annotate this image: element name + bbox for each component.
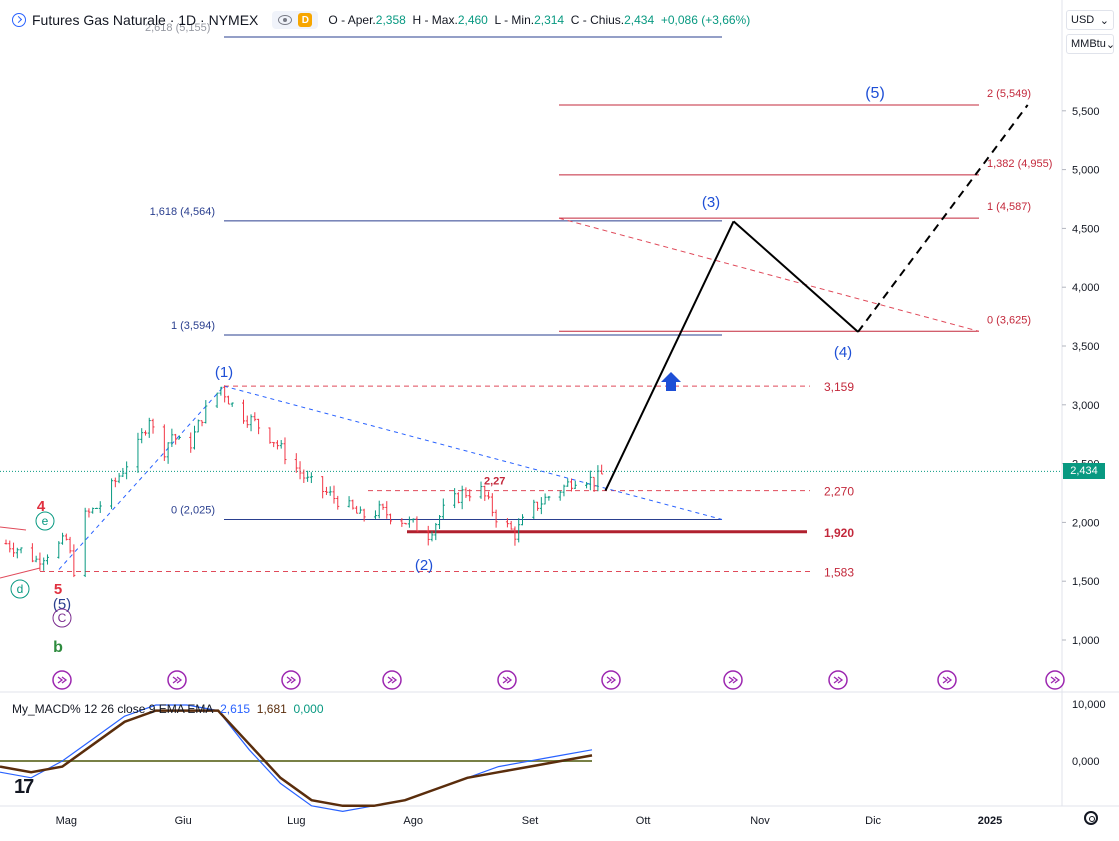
x-tick-label: Set (522, 815, 539, 827)
y-tick-label: 5,500 (1072, 106, 1100, 118)
gear-icon[interactable] (1084, 811, 1098, 825)
projection-leg (604, 220, 735, 492)
event-arrow-icon (1050, 676, 1061, 684)
wave-1-label: (1) (215, 364, 233, 381)
blue-trendline-up (58, 385, 225, 570)
x-tick-label: Ago (403, 815, 423, 827)
wave-5-red-label: 5 (54, 581, 62, 598)
fib-left-label: 1,618 (4,564) (150, 206, 215, 218)
macd-y-tick-label: 0,000 (1072, 756, 1100, 768)
wave-c-label: C (58, 611, 67, 625)
wave-5-label: (5) (865, 85, 885, 102)
event-arrow-icon (606, 676, 617, 684)
x-tick-label: Lug (287, 815, 305, 827)
event-arrow-icon (286, 676, 297, 684)
event-arrow-icon (387, 676, 398, 684)
y-tick-label: 4,000 (1072, 282, 1100, 294)
fib-left-label: 1 (3,594) (171, 320, 215, 332)
last-price-tag: 2,434 (1063, 463, 1105, 479)
level-label: 2,270 (824, 485, 854, 499)
macd-series-line (0, 709, 593, 808)
eye-icon[interactable] (278, 15, 293, 25)
x-tick-label: 2025 (978, 815, 1002, 827)
macd-header: My_MACD% 12 26 close 9 EMA EMA 2,615 1,6… (12, 702, 324, 716)
fib-right-label: 2 (5,549) (987, 88, 1031, 100)
ohlc-values: O - Aper.2,358 H - Max.2,460 L - Min.2,3… (328, 13, 751, 27)
event-arrow-icon (57, 676, 68, 684)
y-tick-label: 1,000 (1072, 635, 1100, 647)
wave-c-circle (52, 608, 72, 628)
red-segment (0, 567, 41, 579)
fib-right-label: 1,382 (4,955) (987, 158, 1052, 170)
currency-select[interactable]: USD ⌄ (1066, 10, 1114, 30)
blue-trendline-down (223, 385, 723, 520)
chart-header: Futures Gas Naturale · 1D · NYMEX D O - … (12, 10, 750, 30)
fib-right-label: 1 (4,587) (987, 201, 1031, 213)
collapse-icon[interactable] (12, 13, 26, 27)
projection-leg (857, 104, 1029, 333)
x-tick-label: Mag (56, 815, 77, 827)
x-tick-label: Dic (865, 815, 881, 827)
fib-right-label: 0 (3,625) (987, 314, 1031, 326)
wave-4-minor-label: 4 (37, 498, 46, 515)
y-tick-label: 3,500 (1072, 341, 1100, 353)
x-tick-label: Ott (636, 815, 651, 827)
red-trendline (558, 217, 980, 332)
fib-left-label: 0 (2,025) (171, 504, 215, 516)
delayed-badge: D (298, 13, 313, 27)
wave-e-circle (35, 511, 55, 531)
macd-series-line (0, 704, 593, 813)
projection-leg (732, 220, 859, 333)
x-tick-label: Giu (175, 815, 192, 827)
macd-y-tick-label: 10,000 (1072, 699, 1106, 711)
event-arrow-icon (728, 676, 739, 684)
wave-b-label: b (53, 639, 63, 656)
tradingview-logo[interactable]: 17 (14, 776, 34, 798)
wave-d-circle (10, 579, 30, 599)
wave-3-label: (3) (702, 194, 720, 211)
event-arrow-icon (833, 676, 844, 684)
y-tick-label: 5,000 (1072, 165, 1100, 177)
y-tick-label: 2,000 (1072, 517, 1100, 529)
level-label: 1,583 (824, 565, 854, 579)
wave-d-label: d (17, 582, 24, 596)
wave-e-label: e (42, 514, 49, 528)
red-segment (0, 526, 27, 531)
event-arrow-icon (172, 676, 183, 684)
level-label: 3,159 (824, 380, 854, 394)
level-label: 1,920 (824, 526, 854, 540)
event-arrow-icon (942, 676, 953, 684)
y-tick-label: 3,000 (1072, 400, 1100, 412)
annotation-label: 2,27 (484, 476, 505, 488)
up-arrow-icon (661, 372, 681, 391)
fib-level-top-label: 2,618 (5,155) (145, 22, 210, 34)
y-tick-label: 1,500 (1072, 576, 1100, 588)
data-source-pill[interactable]: D (272, 11, 319, 29)
unit-select[interactable]: MMBtu ⌄ (1066, 34, 1115, 54)
wave-5-minor-label: (5) (53, 596, 71, 613)
symbol-title[interactable]: Futures Gas Naturale · 1D · NYMEX (32, 12, 259, 28)
wave-2-label: (2) (415, 557, 433, 574)
wave-4-label: (4) (834, 344, 852, 361)
y-tick-label: 4,500 (1072, 223, 1100, 235)
event-arrow-icon (502, 676, 513, 684)
x-tick-label: Nov (750, 815, 770, 827)
